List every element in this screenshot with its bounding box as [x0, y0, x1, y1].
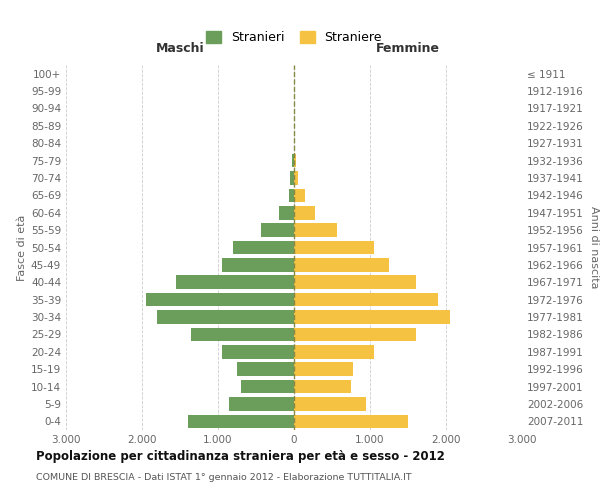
- Bar: [294, 258, 389, 272]
- Bar: [229, 397, 294, 410]
- Bar: [290, 171, 294, 185]
- Bar: [176, 276, 294, 289]
- Bar: [294, 188, 305, 202]
- Bar: [237, 362, 294, 376]
- Bar: [294, 310, 450, 324]
- Bar: [294, 171, 298, 185]
- Bar: [191, 328, 294, 341]
- Bar: [188, 414, 294, 428]
- Bar: [146, 293, 294, 306]
- Bar: [294, 345, 374, 358]
- Bar: [294, 224, 337, 237]
- Text: COMUNE DI BRESCIA - Dati ISTAT 1° gennaio 2012 - Elaborazione TUTTITALIA.IT: COMUNE DI BRESCIA - Dati ISTAT 1° gennai…: [36, 472, 412, 482]
- Y-axis label: Fasce di età: Fasce di età: [17, 214, 27, 280]
- Bar: [222, 258, 294, 272]
- Bar: [279, 206, 294, 220]
- Bar: [294, 206, 315, 220]
- Bar: [294, 380, 351, 394]
- Text: Femmine: Femmine: [376, 42, 440, 56]
- Bar: [294, 276, 416, 289]
- Legend: Stranieri, Straniere: Stranieri, Straniere: [202, 28, 386, 48]
- Bar: [294, 240, 374, 254]
- Bar: [294, 362, 353, 376]
- Bar: [241, 380, 294, 394]
- Bar: [289, 188, 294, 202]
- Bar: [294, 293, 439, 306]
- Bar: [294, 397, 366, 410]
- Bar: [233, 240, 294, 254]
- Bar: [262, 224, 294, 237]
- Bar: [294, 154, 296, 168]
- Bar: [294, 414, 408, 428]
- Text: Maschi: Maschi: [155, 42, 205, 56]
- Text: Popolazione per cittadinanza straniera per età e sesso - 2012: Popolazione per cittadinanza straniera p…: [36, 450, 445, 463]
- Bar: [222, 345, 294, 358]
- Y-axis label: Anni di nascita: Anni di nascita: [589, 206, 599, 289]
- Bar: [157, 310, 294, 324]
- Bar: [294, 328, 416, 341]
- Bar: [292, 154, 294, 168]
